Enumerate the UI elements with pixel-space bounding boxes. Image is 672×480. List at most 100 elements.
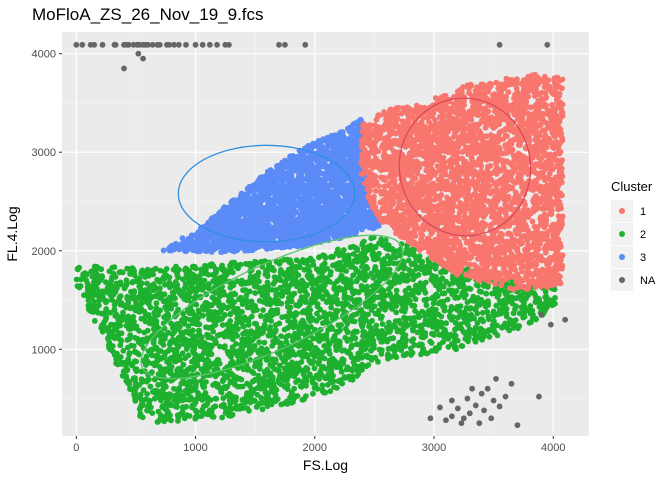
- point-cluster-2: [431, 332, 438, 338]
- point-cluster-2: [275, 376, 282, 383]
- point-cluster-2: [220, 401, 227, 408]
- point-cluster-2: [234, 315, 241, 322]
- point-cluster-2: [354, 277, 360, 284]
- point-cluster-2: [387, 301, 394, 308]
- point-cluster-2: [439, 275, 446, 282]
- point-cluster-2: [109, 297, 115, 303]
- point-cluster-2: [284, 386, 291, 392]
- point-cluster-2: [477, 328, 484, 335]
- point-cluster-2: [315, 361, 322, 367]
- point-cluster-2: [164, 366, 171, 372]
- point-cluster-2: [240, 323, 247, 330]
- point-cluster-2: [485, 298, 491, 305]
- point-cluster-2: [321, 309, 328, 316]
- point-cluster-2: [372, 354, 379, 361]
- point-cluster-2: [137, 413, 143, 419]
- point-cluster-2: [206, 363, 213, 370]
- point-cluster-2: [409, 269, 416, 275]
- point-cluster-2: [250, 389, 256, 395]
- point-cluster-2: [262, 389, 269, 395]
- point-cluster-2: [130, 289, 137, 296]
- point-cluster-2: [486, 333, 493, 340]
- point-cluster-2: [279, 293, 286, 299]
- point-cluster-2: [306, 339, 313, 346]
- point-cluster-2: [441, 307, 448, 314]
- point-cluster-2: [340, 252, 347, 259]
- point-cluster-2: [306, 357, 313, 364]
- point-cluster-2: [445, 344, 452, 350]
- point-cluster-2: [374, 254, 381, 261]
- point-cluster-2: [296, 327, 303, 334]
- point-cluster-2: [288, 390, 295, 397]
- chart-title: MoFloA_ZS_26_Nov_19_9.fcs: [32, 5, 264, 24]
- point-cluster-2: [483, 290, 490, 297]
- point-cluster-2: [148, 352, 155, 359]
- point-cluster-2: [307, 307, 314, 313]
- point-cluster-2: [500, 323, 507, 329]
- point-cluster-2: [470, 314, 476, 321]
- point-cluster-2: [252, 398, 258, 404]
- point-cluster-2: [452, 319, 459, 326]
- point-cluster-2: [416, 253, 423, 260]
- point-cluster-2: [158, 348, 164, 354]
- point-cluster-2: [372, 243, 379, 250]
- point-cluster-2: [263, 346, 270, 353]
- point-cluster-2: [352, 265, 359, 272]
- point-cluster-2: [491, 290, 498, 297]
- point-cluster-2: [322, 334, 328, 340]
- point-cluster-2: [210, 328, 217, 335]
- point-cluster-2: [426, 320, 433, 327]
- point-cluster-2: [117, 281, 124, 287]
- point-cluster-2: [124, 293, 131, 300]
- point-cluster-2: [230, 336, 236, 343]
- point-cluster-2: [128, 361, 135, 368]
- point-cluster-2: [409, 246, 416, 253]
- point-cluster-2: [309, 378, 316, 385]
- point-cluster-2: [111, 302, 118, 308]
- point-cluster-2: [467, 286, 474, 292]
- point-cluster-2: [212, 373, 219, 380]
- point-cluster-2: [255, 372, 262, 379]
- data-points: [73, 41, 569, 429]
- point-cluster-2: [299, 396, 306, 403]
- point-cluster-2: [291, 318, 298, 325]
- point-cluster-2: [226, 349, 232, 356]
- point-cluster-2: [298, 383, 305, 390]
- point-cluster-2: [175, 334, 182, 341]
- point-cluster-2: [391, 348, 398, 354]
- point-cluster-2: [288, 322, 294, 328]
- point-cluster-2: [349, 288, 356, 295]
- point-cluster-2: [196, 327, 203, 334]
- point-cluster-2: [433, 291, 440, 298]
- point-cluster-2: [129, 387, 136, 393]
- point-cluster-2: [527, 303, 534, 309]
- point-cluster-2: [396, 344, 403, 351]
- point-cluster-2: [333, 291, 340, 298]
- point-cluster-2: [260, 307, 266, 313]
- point-cluster-2: [246, 347, 253, 354]
- point-cluster-2: [172, 267, 179, 274]
- point-cluster-2: [307, 301, 313, 308]
- point-cluster-2: [341, 289, 348, 296]
- point-cluster-2: [351, 298, 358, 305]
- point-cluster-2: [155, 381, 162, 388]
- point-cluster-2: [125, 300, 132, 307]
- point-cluster-2: [350, 359, 357, 366]
- point-cluster-2: [316, 275, 322, 281]
- point-cluster-2: [316, 269, 322, 275]
- point-cluster-2: [144, 391, 151, 397]
- point-cluster-2: [216, 331, 223, 338]
- point-cluster-2: [321, 343, 328, 349]
- point-cluster-2: [161, 418, 168, 425]
- point-cluster-2: [347, 351, 354, 357]
- point-cluster-2: [194, 314, 200, 321]
- point-cluster-2: [469, 330, 476, 336]
- point-cluster-2: [289, 351, 296, 358]
- point-cluster-2: [197, 355, 204, 361]
- point-cluster-2: [216, 303, 223, 309]
- point-cluster-2: [337, 327, 343, 333]
- point-cluster-2: [340, 247, 347, 253]
- point-cluster-2: [330, 262, 336, 269]
- point-cluster-2: [445, 335, 452, 342]
- point-cluster-2: [110, 348, 116, 355]
